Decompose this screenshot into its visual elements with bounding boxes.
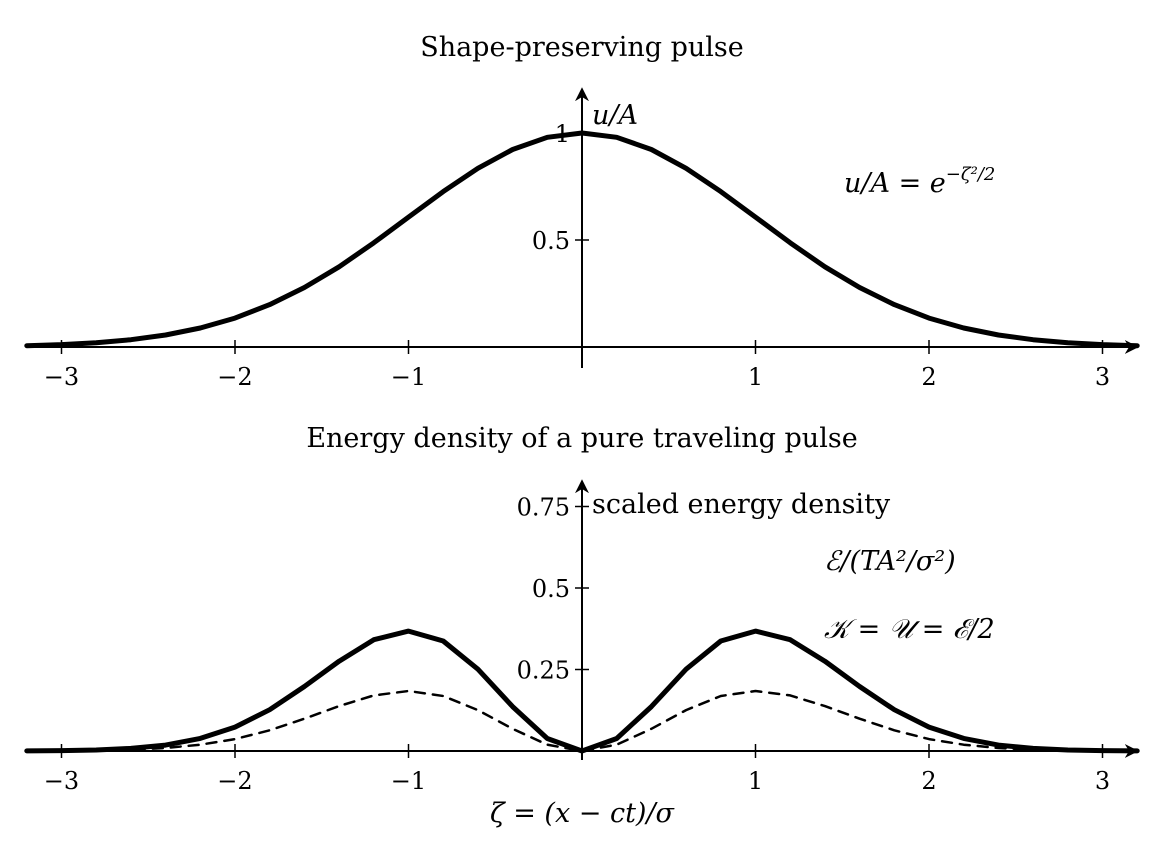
bottom-annotation-total: ℰ/(TA²/σ²) [824,546,956,577]
top-x-tick-label: 1 [748,363,763,391]
bottom-dashed-series-line [25,689,1139,753]
bottom-y-ticks: 0.25 0.5 0.75 [517,494,589,685]
top-x-tick-label: 2 [921,363,936,391]
bottom-x-tick-label: −2 [217,767,252,795]
top-formula-base: u/A = e [844,168,946,199]
top-chart-title: Shape-preserving pulse [420,32,744,63]
bottom-y-tick-label: 0.5 [532,575,570,603]
bottom-annotation-split: 𝒦 = 𝒰 = ℰ/2 [824,614,995,645]
bottom-chart: Energy density of a pure traveling pulse… [24,423,1140,829]
bottom-x-tick-label: 2 [921,767,936,795]
top-x-ticks: −3 −2 −1 1 2 3 [44,340,1110,391]
top-x-tick-label: −3 [44,363,79,391]
top-formula-exponent: −ζ²/2 [946,164,996,185]
bottom-x-tick-label: −3 [44,767,79,795]
bottom-series-group [24,628,1140,754]
top-chart: Shape-preserving pulse −3 −2 −1 1 2 3 0.5 1 u/… [24,32,1140,391]
bottom-chart-title: Energy density of a pure traveling pulse [306,423,857,454]
bottom-x-tick-label: −1 [391,767,426,795]
top-y-axis-label: u/A [592,100,638,131]
bottom-y-tick-label: 0.75 [517,494,570,522]
top-x-tick-label: 3 [1095,363,1110,391]
bottom-x-tick-label: 1 [748,767,763,795]
bottom-y-axis-label: scaled energy density [592,489,891,520]
bottom-y-tick-label: 0.25 [517,657,570,685]
top-x-tick-label: −1 [391,363,426,391]
bottom-x-tick-label: 3 [1095,767,1110,795]
bottom-x-ticks: −3 −2 −1 1 2 3 [44,744,1110,795]
top-x-tick-label: −2 [217,363,252,391]
top-series-group [24,130,1140,349]
top-formula-annotation: u/A = e−ζ²/2 [844,164,995,199]
bottom-x-axis-label: ζ = (x − ct)/σ [490,798,676,829]
top-y-tick-label: 0.5 [532,227,570,255]
top-solid-series-line [24,130,1140,349]
